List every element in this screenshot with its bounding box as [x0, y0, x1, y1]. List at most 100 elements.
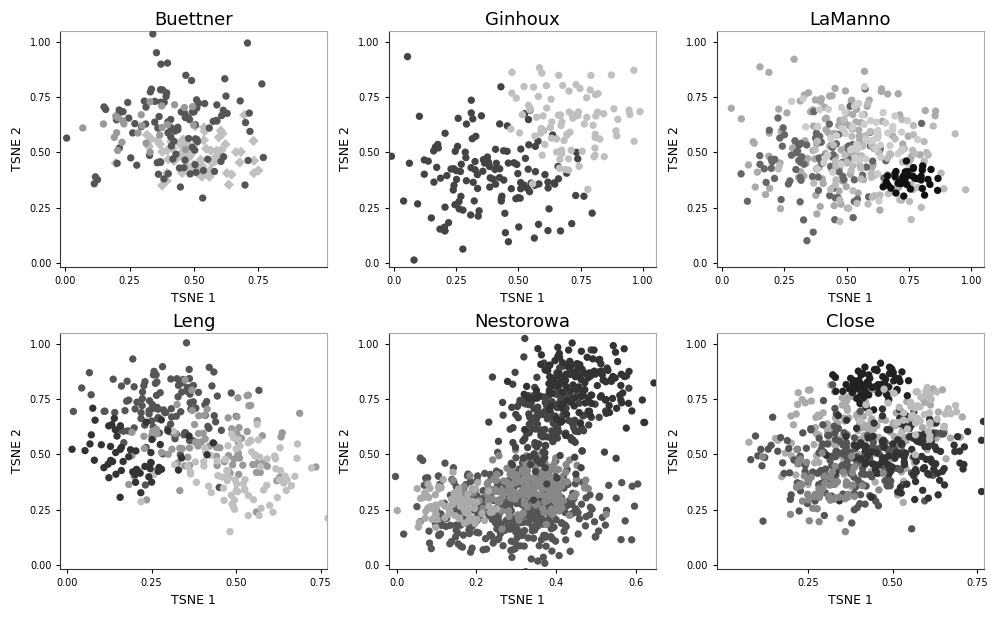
Point — [607, 373, 623, 383]
Point — [127, 404, 143, 414]
Point — [209, 460, 225, 470]
Point — [196, 122, 212, 132]
Point — [754, 461, 770, 471]
Point — [185, 397, 201, 407]
Point — [789, 482, 805, 492]
Point — [464, 493, 480, 502]
Point — [418, 473, 434, 483]
Point — [870, 131, 886, 141]
Point — [528, 500, 544, 510]
Point — [863, 448, 879, 458]
Point — [511, 490, 527, 500]
Point — [929, 414, 945, 424]
Point — [565, 113, 581, 123]
Point — [268, 464, 284, 473]
Point — [431, 472, 447, 481]
Point — [167, 126, 183, 136]
Point — [859, 404, 875, 414]
Point — [867, 465, 883, 475]
Point — [239, 38, 255, 48]
Point — [532, 454, 548, 464]
Point — [526, 233, 542, 243]
Point — [844, 132, 860, 142]
Point — [787, 137, 803, 146]
Point — [782, 509, 798, 519]
Point — [974, 435, 990, 445]
Point — [862, 141, 878, 151]
Point — [472, 511, 488, 521]
Point — [439, 171, 455, 180]
Point — [922, 418, 938, 428]
Point — [925, 428, 941, 438]
Point — [803, 107, 819, 117]
Point — [567, 111, 583, 121]
Point — [539, 495, 555, 505]
Point — [420, 473, 436, 483]
Point — [115, 107, 131, 117]
Point — [924, 457, 940, 467]
Point — [867, 382, 883, 392]
Point — [550, 352, 566, 362]
Point — [469, 499, 485, 509]
Point — [866, 144, 882, 154]
Point — [492, 528, 508, 538]
Point — [216, 483, 232, 493]
Point — [535, 472, 551, 481]
Point — [834, 493, 850, 502]
Point — [851, 142, 867, 152]
Point — [927, 418, 943, 428]
Point — [826, 421, 842, 431]
Point — [855, 441, 871, 451]
Point — [213, 126, 229, 136]
Point — [852, 154, 868, 164]
Point — [256, 485, 272, 495]
Point — [412, 517, 428, 527]
Point — [517, 434, 533, 444]
Point — [837, 494, 853, 504]
Point — [897, 421, 913, 431]
Point — [626, 137, 642, 146]
Point — [138, 417, 154, 427]
Point — [743, 455, 759, 465]
Point — [876, 435, 892, 445]
Point — [552, 154, 568, 164]
Point — [865, 135, 881, 145]
Point — [820, 127, 836, 137]
Point — [533, 535, 549, 544]
Point — [253, 504, 269, 514]
Point — [825, 140, 841, 150]
Point — [445, 185, 461, 195]
Point — [813, 444, 829, 454]
Point — [496, 488, 512, 498]
Point — [106, 132, 122, 142]
Point — [907, 450, 923, 460]
Point — [96, 102, 112, 112]
Point — [429, 163, 445, 172]
Point — [520, 462, 536, 472]
Point — [851, 383, 867, 393]
Point — [942, 433, 958, 443]
Point — [556, 406, 572, 416]
Point — [509, 477, 525, 487]
Point — [174, 453, 190, 463]
Point — [796, 171, 812, 181]
Point — [540, 366, 556, 376]
Point — [814, 159, 830, 169]
Point — [516, 541, 532, 551]
Point — [930, 407, 946, 417]
Point — [558, 375, 574, 385]
Point — [535, 447, 551, 457]
Point — [230, 393, 246, 403]
Point — [444, 475, 460, 485]
Point — [424, 514, 440, 524]
Point — [259, 480, 275, 490]
Point — [849, 452, 865, 462]
Point — [471, 528, 487, 538]
Point — [857, 449, 873, 459]
Point — [923, 436, 939, 446]
Point — [475, 545, 491, 555]
Point — [510, 510, 526, 520]
Point — [897, 410, 913, 420]
Point — [891, 402, 907, 412]
Point — [558, 467, 574, 477]
